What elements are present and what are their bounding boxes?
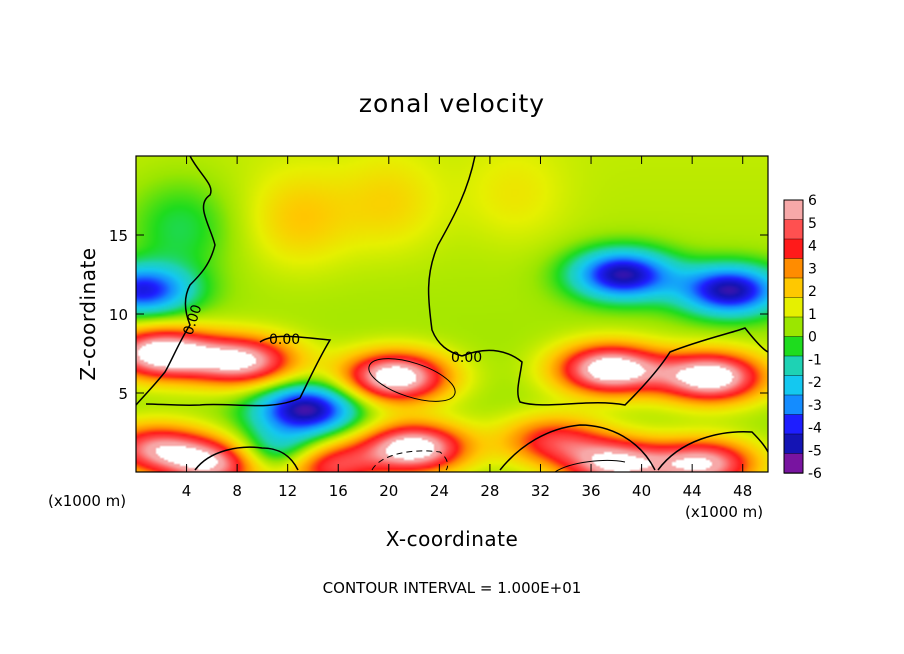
colorbar-swatch	[783, 453, 804, 474]
colorbar-label: 5	[808, 216, 817, 232]
x-tick-label: 36	[581, 482, 600, 500]
colorbar-label: -6	[808, 466, 822, 482]
zero-contour-lower-right	[499, 424, 656, 471]
colorbar-swatch	[783, 297, 804, 318]
x-tick-label: 4	[182, 482, 192, 500]
x-unit-note: (x1000 m)	[48, 492, 126, 510]
x-axis-ticks: 4 8 12 16 20 24 28 32 36 40 44 48	[182, 156, 752, 500]
colorbar-label: 6	[808, 193, 817, 209]
x-tick-label: 24	[430, 482, 449, 500]
colorbar-labels: 6 5 4 3 2 1 0 -1 -2 -3 -4 -5 -6	[808, 193, 822, 482]
zero-contour-bottom-right	[657, 431, 768, 471]
x-tick-label: 48	[733, 482, 752, 500]
colorbar-swatches	[783, 199, 804, 474]
colorbar-swatch	[783, 394, 804, 416]
colorbar: 6 5 4 3 2 1 0 -1 -2 -3 -4 -5 -6	[783, 193, 822, 482]
zero-contour-lower	[194, 446, 299, 471]
x-tick-label: 8	[232, 482, 242, 500]
x-tick-label: 28	[480, 482, 499, 500]
plot-area: 0.00 0.00 0.00	[135, 155, 769, 473]
y-axis-label: Z-coordinate	[76, 247, 100, 380]
x-tick-label: 20	[379, 482, 398, 500]
colorbar-label: -1	[808, 352, 822, 368]
colorbar-label: -5	[808, 443, 822, 459]
y-tick-label: 5	[118, 385, 128, 403]
zero-contour-mid	[145, 335, 332, 407]
x-tick-label: 16	[329, 482, 348, 500]
zero-contour-right	[461, 327, 768, 406]
colorbar-label: -2	[808, 375, 822, 391]
x-tick-label: 40	[632, 482, 651, 500]
colorbar-label: 3	[808, 261, 817, 277]
x-unit-note-right: (x1000 m)	[685, 503, 763, 521]
zero-contour-left	[136, 156, 216, 406]
positive-contour-bottom	[554, 459, 626, 472]
colorbar-swatch	[783, 258, 804, 279]
y-tick-label: 15	[109, 227, 128, 245]
contour-label: 0.00	[451, 350, 482, 366]
colorbar-swatch	[783, 238, 804, 260]
zero-contour-center	[427, 156, 476, 357]
colorbar-swatch	[783, 414, 804, 435]
y-axis-ticks: 5 10 15	[109, 227, 768, 403]
contour-lines	[136, 156, 768, 472]
colorbar-label: 1	[808, 307, 817, 323]
positive-contour-jet	[368, 358, 456, 402]
colorbar-label: -4	[808, 421, 822, 437]
colorbar-swatch	[783, 316, 804, 338]
chart-title: zonal velocity	[359, 89, 545, 118]
x-tick-label: 32	[531, 482, 550, 500]
colorbar-swatch	[783, 199, 804, 221]
heatmap-field	[136, 156, 768, 472]
colorbar-swatch	[783, 433, 804, 455]
colorbar-label: 2	[808, 284, 817, 300]
colorbar-frame	[783, 199, 804, 474]
colorbar-swatch	[783, 219, 804, 240]
colorbar-label: 4	[808, 239, 817, 255]
colorbar-swatch	[783, 355, 804, 377]
colorbar-swatch	[783, 277, 804, 299]
colorbar-label: -3	[808, 398, 822, 414]
x-tick-label: 12	[278, 482, 297, 500]
negative-contour-dashed	[371, 450, 449, 471]
x-axis-label: X-coordinate	[386, 527, 519, 551]
x-tick-label: 44	[683, 482, 702, 500]
y-tick-label: 10	[109, 306, 128, 324]
contour-label: 0.00	[269, 332, 300, 348]
colorbar-label: 0	[808, 330, 817, 346]
contour-interval-note: CONTOUR INTERVAL = 1.000E+01	[323, 579, 582, 597]
colorbar-swatch	[783, 336, 804, 357]
colorbar-swatch	[783, 375, 804, 396]
